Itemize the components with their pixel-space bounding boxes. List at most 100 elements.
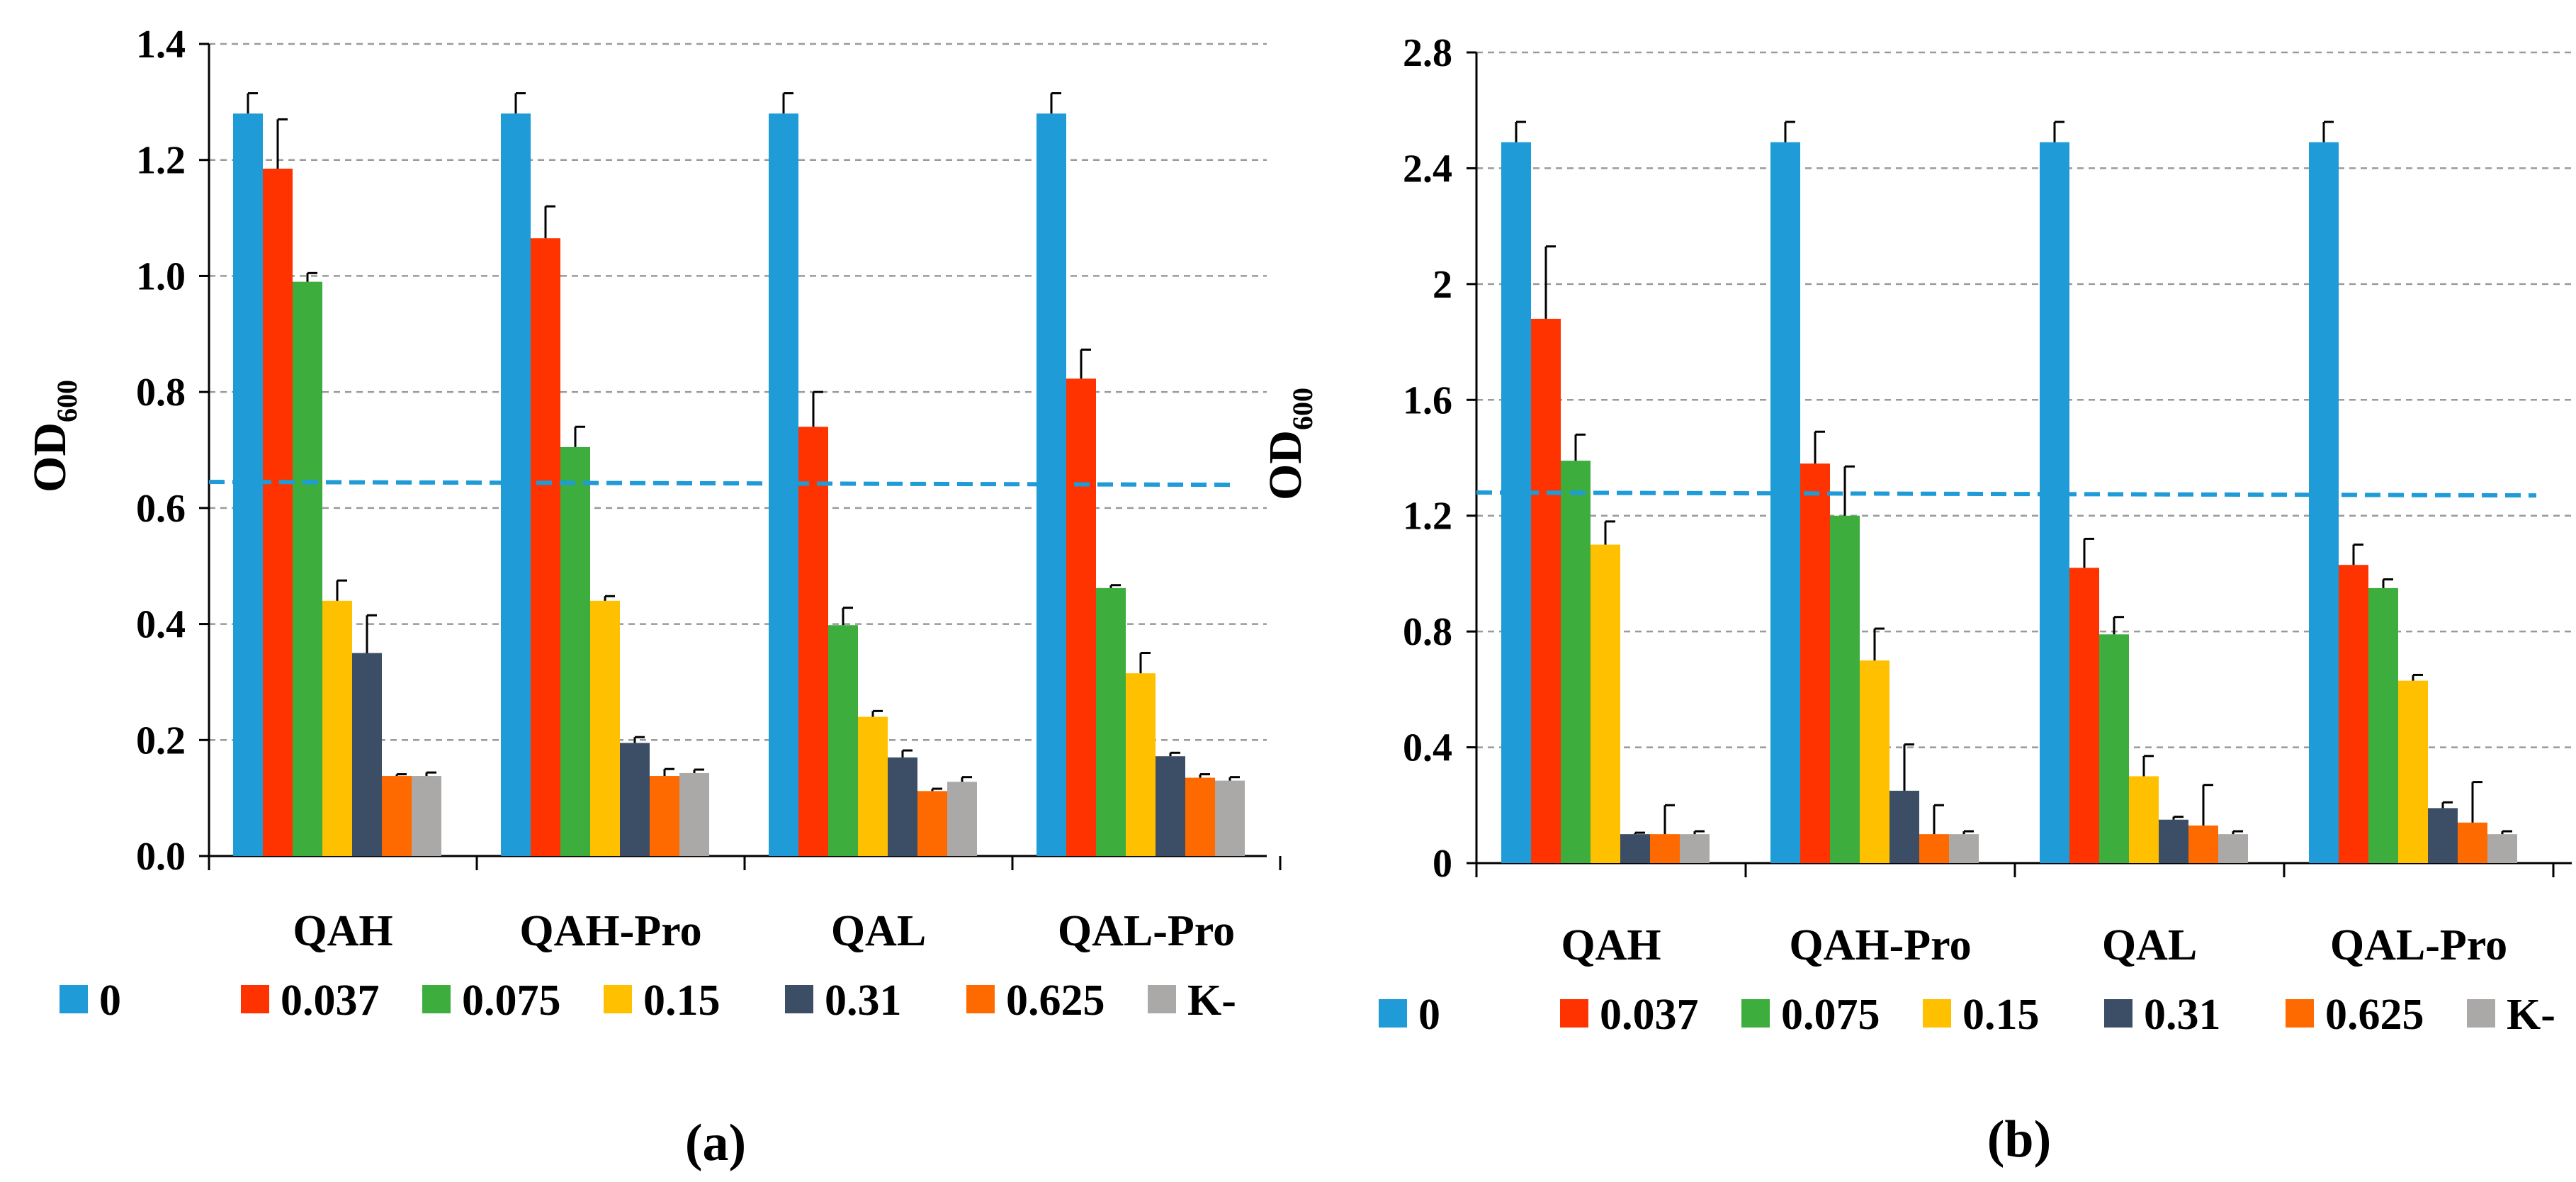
bar-qal-0_037	[798, 427, 828, 856]
bar-qal-pro-Kneg	[1215, 780, 1245, 856]
bar-qal-0_075	[2099, 634, 2129, 863]
legend-swatch	[241, 985, 269, 1013]
bar-qal-pro-0_037	[2339, 565, 2368, 863]
panel-label: (b)	[1987, 1110, 2051, 1169]
legend-swatch	[1741, 999, 1770, 1028]
bar-qal-pro-0_075	[2368, 587, 2398, 863]
y-tick-label: 0.4	[1403, 726, 1452, 770]
panel-label: (a)	[685, 1114, 746, 1172]
legend-swatch	[2104, 999, 2132, 1028]
y-tick-label: 2.8	[1403, 31, 1452, 75]
bar-qah-0_037	[1531, 318, 1561, 863]
category-label: QAL-Pro	[2330, 921, 2507, 969]
chart-panel-b: 0 0.4 0.8 1.2 1.6 2 2.4 2.8 QAH QAH-Pro QAL QAL-Pro…	[1260, 31, 2572, 1169]
bar-qah-pro-0_31	[1889, 790, 1919, 863]
bar-qah-0_15	[1591, 544, 1620, 863]
y-tick-label: 2.4	[1403, 147, 1452, 191]
bar-qal-pro-0	[2309, 142, 2339, 863]
bar-qal-pro-0_15	[1126, 673, 1156, 856]
bar-qah-0	[233, 113, 263, 857]
category-label: QAL-Pro	[1058, 907, 1235, 955]
legend-label: 0.075	[1781, 991, 1880, 1039]
y-axis-label-subscript: 600	[51, 380, 83, 422]
legend-swatch	[60, 985, 88, 1013]
legend-swatch	[1379, 999, 1407, 1028]
category-label: QAH	[293, 907, 392, 955]
bar-qah-pro-0_15	[1860, 660, 1889, 863]
legend-label: 0.15	[1962, 991, 2040, 1039]
legend-label: 0	[99, 976, 121, 1025]
bar-qah-0_625	[1650, 834, 1680, 863]
bar-qah-0_15	[322, 600, 352, 856]
bar-qal-pro-0_15	[2398, 680, 2428, 863]
bar-qah-pro-0_037	[531, 238, 560, 856]
legend-label: 0.037	[281, 976, 380, 1025]
bar-qah-pro-0_625	[1919, 834, 1949, 863]
bar-qal-0	[2040, 142, 2069, 863]
bar-qah-pro-0_625	[650, 776, 679, 856]
legend-swatch	[2467, 999, 2495, 1028]
bar-qal-pro-0_037	[1066, 378, 1096, 856]
bar-qah-Kneg	[412, 776, 441, 856]
bar-qah-Kneg	[1680, 834, 1710, 863]
legend-swatch	[966, 985, 995, 1013]
chart-panel-a: 0.0 0.2 0.4 0.6 0.8 1.0 1.2 1.4 QAH QAH-Pro QAL QAL…	[24, 23, 1282, 1172]
legend-swatch	[785, 985, 813, 1013]
bar-qah-pro-0_15	[590, 600, 620, 856]
legend-label: K-	[1187, 976, 1236, 1025]
y-axis-label-subscript: 600	[1287, 388, 1318, 430]
y-tick-label: 1.4	[136, 23, 186, 67]
bar-qah-pro-Kneg	[1949, 834, 1979, 863]
y-tick-label: 0.8	[136, 371, 186, 415]
bar-qal-pro-0_31	[1156, 756, 1185, 856]
legend-label: 0.31	[825, 976, 902, 1025]
bar-qal-pro-0_625	[2458, 822, 2487, 863]
legend-swatch	[2286, 999, 2314, 1028]
legend-label: 0.037	[1600, 991, 1699, 1039]
y-tick-label: 0.4	[136, 603, 186, 647]
y-tick-label: 2	[1433, 263, 1452, 307]
bar-qal-Kneg	[947, 782, 977, 856]
y-tick-label: 1.2	[136, 139, 186, 183]
bar-qah-0	[1501, 142, 1531, 863]
legend-label: 0.625	[1006, 976, 1105, 1025]
bar-qal-Kneg	[2218, 834, 2248, 863]
threshold-line	[1476, 490, 2537, 498]
bar-qal-pro-0_31	[2428, 808, 2458, 863]
bar-qah-0_625	[382, 776, 412, 856]
bar-qal-0_15	[2129, 776, 2159, 863]
bar-qah-pro-0_075	[1830, 515, 1860, 863]
y-tick-label: 1.0	[136, 254, 186, 298]
legend-label: 0.625	[2325, 991, 2424, 1039]
bar-qah-0_037	[263, 168, 293, 856]
y-axis-label: OD600	[24, 380, 83, 492]
bar-qal-0_31	[888, 757, 917, 856]
y-tick-label: 1.6	[1403, 378, 1452, 422]
bar-qal-pro-0_075	[1096, 587, 1126, 856]
bar-qah-0_075	[293, 281, 322, 857]
y-tick-label: 0.0	[136, 835, 186, 879]
bar-qah-0_31	[352, 653, 382, 856]
category-label: QAH-Pro	[519, 907, 701, 955]
bar-qah-pro-0_037	[1800, 463, 1830, 863]
y-axis-label-main: OD	[1260, 430, 1311, 500]
category-label: QAL	[831, 907, 926, 955]
threshold-line	[208, 480, 1233, 488]
legend-swatch	[1923, 999, 1951, 1028]
legend-label: 0.15	[643, 976, 721, 1025]
category-label: QAL	[2102, 921, 2197, 969]
bar-qal-0_037	[2069, 568, 2099, 863]
legend-swatch	[604, 985, 632, 1013]
y-tick-label: 1.2	[1403, 495, 1452, 539]
bar-qal-pro-0_625	[1185, 777, 1215, 856]
bar-qal-0_31	[2159, 819, 2188, 863]
legend-label: 0.31	[2144, 991, 2221, 1039]
bar-qah-pro-0	[1770, 142, 1800, 863]
y-tick-label: 0	[1433, 842, 1452, 886]
bar-qah-0_31	[1620, 834, 1650, 863]
bar-qah-pro-0_31	[620, 743, 650, 856]
y-tick-label: 0.8	[1403, 610, 1452, 654]
y-axis-label-main: OD	[24, 422, 76, 492]
legend-label: K-	[2507, 991, 2555, 1039]
